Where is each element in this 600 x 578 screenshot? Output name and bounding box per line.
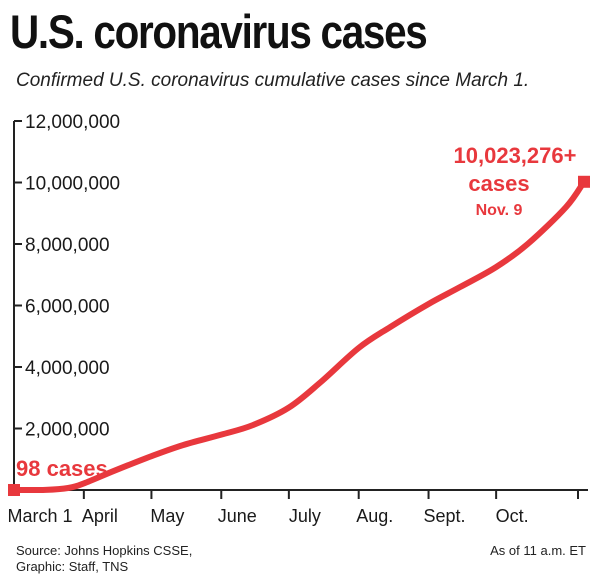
start-annotation: 98 cases [16,456,108,481]
end-annotation-unit: cases [468,171,529,196]
y-tick-label-5: 12,000,000 [25,112,120,133]
x-tick-label-1: April [82,506,118,526]
end-annotation-date: Nov. 9 [476,202,523,219]
source-line: Source: Johns Hopkins CSSE, [16,543,193,558]
cumulative-cases-line [11,178,587,494]
end-point-marker [578,175,590,188]
x-tick-label-7: Oct. [496,506,529,526]
start-point-marker [8,483,20,496]
end-annotation-value: 10,023,276+ [454,143,577,168]
source-note: Source: Johns Hopkins CSSE, Graphic: Sta… [16,543,192,575]
x-tick-label-6: Sept. [424,506,466,526]
timestamp-note: As of 11 a.m. ET [490,543,586,558]
y-tick-label-4: 10,000,000 [25,174,120,195]
chart-title: U.S. coronavirus cases [10,5,428,58]
y-axis-ticks: 2,000,000 4,000,000 6,000,000 8,000,000 10,0… [14,112,120,441]
x-axis-ticks: March 1 April May June July Aug. Sept. Oct. [7,490,579,526]
x-tick-label-5: Aug. [356,506,393,526]
y-tick-label-3: 8,000,000 [25,235,110,256]
x-tick-label-4: July [289,506,321,526]
y-tick-label-1: 4,000,000 [25,358,110,379]
credit-line: Graphic: Staff, TNS [16,559,129,574]
x-tick-label-2: May [150,506,184,526]
chart-subtitle: Confirmed U.S. coronavirus cumulative ca… [16,70,530,91]
x-tick-label-3: June [218,506,257,526]
y-tick-label-0: 2,000,000 [25,420,110,441]
y-tick-label-2: 6,000,000 [25,297,110,318]
x-tick-label-0: March 1 [7,506,72,526]
